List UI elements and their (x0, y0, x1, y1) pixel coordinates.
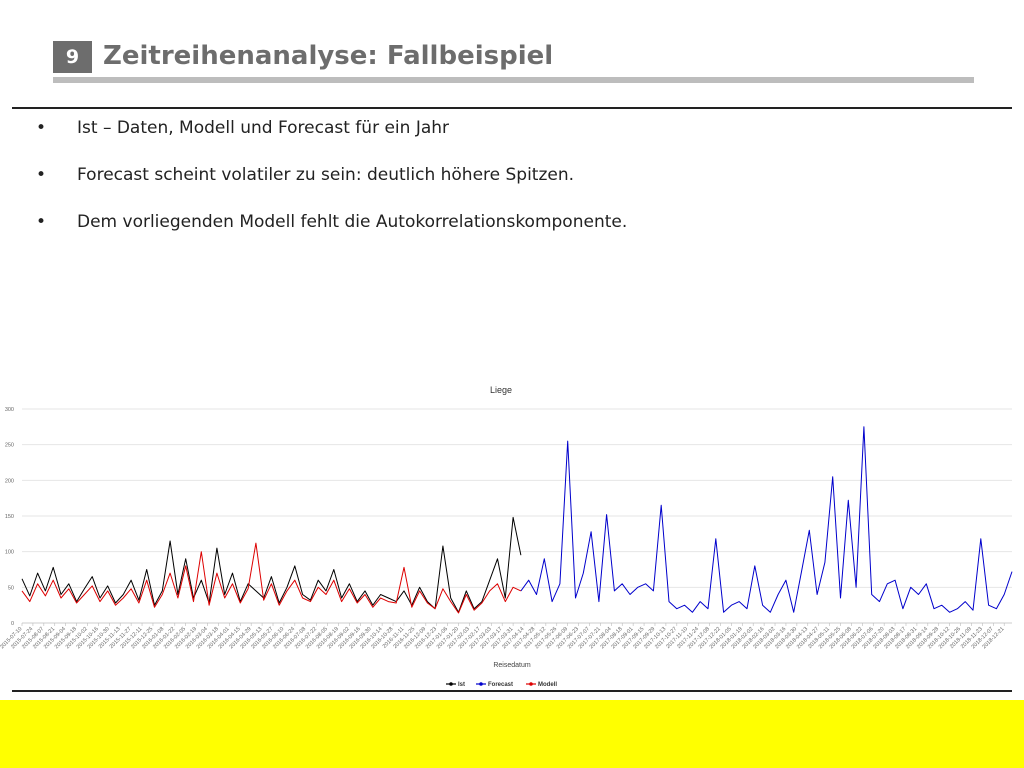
legend-label-forecast: Forecast (488, 682, 513, 688)
legend-label-ist: Ist (458, 682, 465, 688)
legend-marker-icon (479, 682, 483, 686)
bullet-item-1: • Ist – Daten, Modell und Forecast für ei… (36, 116, 627, 163)
y-tick-label: 200 (5, 478, 14, 484)
top-divider (12, 107, 1012, 109)
bottom-divider (12, 690, 1012, 692)
chart-liege: 0 50 100 150 200 250 300 2015-07-102015-07-242… (0, 385, 1013, 688)
title-underline (53, 77, 974, 83)
slide-title: Zeitreihenanalyse: Fallbeispiel (103, 41, 554, 71)
y-tick-label: 0 (11, 621, 14, 627)
bullet-item-2: • Forecast scheint volatiler zu sein: deu… (36, 163, 627, 210)
y-tick-label: 250 (5, 443, 14, 449)
bullet-icon: • (36, 212, 47, 232)
bullet-text-3: Dem vorliegenden Modell fehlt die Autoko… (77, 212, 628, 232)
legend-marker-icon (449, 682, 453, 686)
legend-marker-icon (529, 682, 533, 686)
series-line-modell (21, 542, 522, 614)
chart-legend: Ist Forecast Modell (446, 682, 557, 688)
y-tick-label: 300 (5, 407, 14, 413)
series-line-forecast (520, 426, 1013, 613)
y-axis: 0 50 100 150 200 250 300 (5, 407, 14, 627)
bullet-icon: • (36, 118, 47, 138)
bullet-text-1: Ist – Daten, Modell und Forecast für ein… (77, 118, 450, 138)
legend-label-modell: Modell (538, 682, 557, 688)
footer-bar (0, 700, 1024, 768)
x-axis-label: Reisedatum (493, 662, 531, 669)
chart-series (21, 426, 1013, 614)
bullet-item-3: • Dem vorliegenden Modell fehlt die Autok… (36, 210, 627, 257)
y-tick-label: 50 (8, 585, 14, 591)
series-line-ist (21, 516, 522, 613)
bullet-list: • Ist – Daten, Modell und Forecast für ei… (36, 116, 627, 257)
chart-title: Liege (490, 385, 512, 395)
x-axis: 2015-07-102015-07-242015-08-072015-08-21… (0, 623, 1006, 650)
chart-grid (22, 408, 1012, 624)
slide-number: 9 (53, 41, 92, 73)
bullet-icon: • (36, 165, 47, 185)
bullet-text-2: Forecast scheint volatiler zu sein: deut… (77, 165, 575, 185)
y-tick-label: 150 (5, 514, 14, 520)
y-tick-label: 100 (5, 550, 14, 556)
